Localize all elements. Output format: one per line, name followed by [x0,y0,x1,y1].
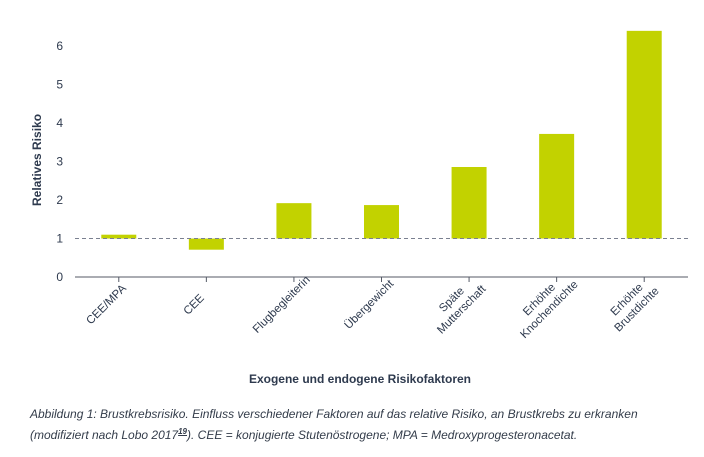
y-tick-label: 5 [56,78,63,92]
bar [364,205,399,239]
x-tick-label: ErhöhteKnochendichte [508,269,580,341]
bar [539,133,575,239]
y-tick-label: 3 [56,155,63,169]
x-tick-label: CEE/MPA [84,282,129,327]
caption-reference[interactable]: 19 [178,427,187,436]
x-tick-label: ErhöhteBrustdichte [603,275,662,334]
y-tick-label: 6 [56,39,63,53]
bar [276,203,312,239]
x-tick-label: Übergewicht [343,277,397,331]
y-tick-label: 1 [56,232,63,246]
y-tick-label: 0 [56,270,63,284]
x-tick-label-line: CEE/MPA [84,282,129,327]
y-axis-label: Relatives Risiko [30,114,44,206]
bar [188,238,224,250]
bar [451,167,487,239]
bars [101,30,662,250]
bar [626,30,662,239]
x-tick-label-line: CEE [182,292,207,317]
x-tick-label-line: Übergewicht [343,277,397,331]
caption-text-start: Abbildung 1: Brustkrebsrisiko. Einfluss … [30,407,638,442]
x-tick-label: CEE [182,292,207,317]
x-tick-label: Flugbegleiterin [251,274,313,336]
figure-caption: Abbildung 1: Brustkrebsrisiko. Einfluss … [30,406,690,444]
x-axis-label: Exogene und endogene Risikofaktoren [249,372,471,386]
x-tick-label: SpäteMutterschaft [425,273,489,337]
caption-text-end: ). CEE = konjugierte Stutenöstrogene; MP… [187,428,578,442]
y-tick-label: 4 [56,116,63,130]
bar [101,234,137,239]
x-axis: CEE/MPA CEE Flugbegleiterin Übergewicht Spät… [75,269,688,341]
y-axis: 0 1 2 3 4 5 6 [56,39,63,284]
x-tick-label-line: Flugbegleiterin [251,274,313,336]
y-tick-label: 2 [56,193,63,207]
